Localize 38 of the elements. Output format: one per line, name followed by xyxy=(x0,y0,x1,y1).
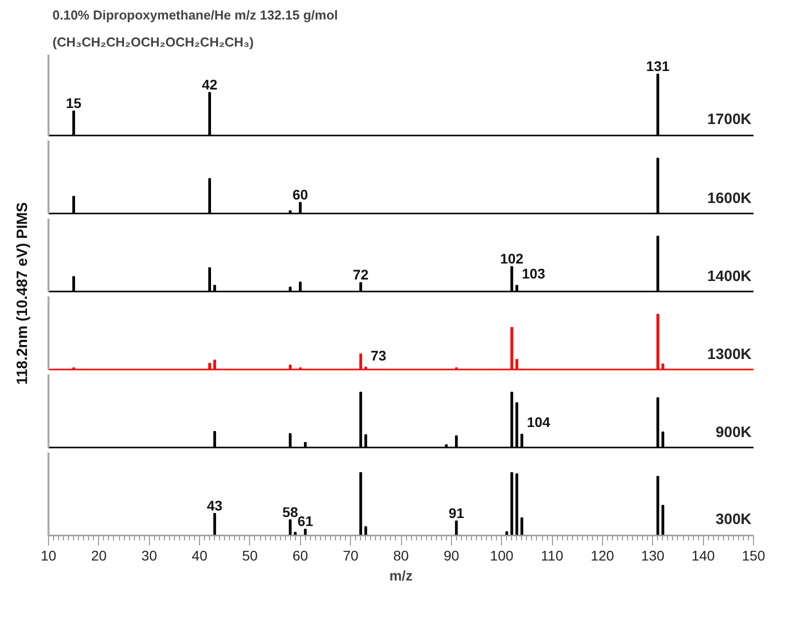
text: 900K xyxy=(716,424,752,441)
x-axis-title: m/z xyxy=(389,568,413,584)
annotation: 91 xyxy=(448,505,464,522)
annotation: 61 xyxy=(298,513,314,530)
x-tick-label: 120 xyxy=(590,548,614,564)
text: 300K xyxy=(716,510,752,528)
x-tick-label: 80 xyxy=(393,548,409,564)
annotation: 43 xyxy=(206,497,223,514)
x-tick-label: 100 xyxy=(490,548,514,564)
chart-title: 0.10% Dipropoxymethane/He m/z 132.15 g/mol xyxy=(52,8,338,22)
annotation: 42 xyxy=(202,76,218,93)
x-tick-label: 60 xyxy=(292,548,308,564)
annotation: 72 xyxy=(352,266,369,283)
x-tick-label: 140 xyxy=(691,548,716,564)
x-tick-label: 90 xyxy=(444,548,460,564)
annotation: 104 xyxy=(526,414,550,430)
text: 1700K xyxy=(707,111,752,128)
x-tick-label: 70 xyxy=(342,548,359,564)
x-tick-label: 40 xyxy=(192,548,208,564)
annotation: 73 xyxy=(370,347,387,364)
x-tick-label: 150 xyxy=(742,548,766,564)
annotation: 103 xyxy=(522,265,546,282)
annotation: 102 xyxy=(500,250,524,267)
x-tick-label: 130 xyxy=(641,548,665,564)
y-axis-title: 118.2nm (10.487 eV) PIMS xyxy=(14,202,31,385)
chart-subtitle: (CH₃CH₂CH₂OCH₂OCH₂CH₂CH₃) xyxy=(52,34,254,50)
text: 1600K xyxy=(707,190,752,207)
annotation: 60 xyxy=(292,186,308,202)
x-tick-label: 110 xyxy=(540,548,564,564)
text: 1400K xyxy=(707,268,752,285)
x-tick-label: 20 xyxy=(91,548,107,564)
x-tick-label: 30 xyxy=(141,548,158,564)
text: 1300K xyxy=(707,346,752,363)
annotation: 58 xyxy=(282,504,298,520)
annotation: 131 xyxy=(646,58,670,74)
x-tick-label: 10 xyxy=(40,548,56,564)
x-tick-label: 50 xyxy=(242,548,258,564)
annotation: 15 xyxy=(66,94,82,111)
